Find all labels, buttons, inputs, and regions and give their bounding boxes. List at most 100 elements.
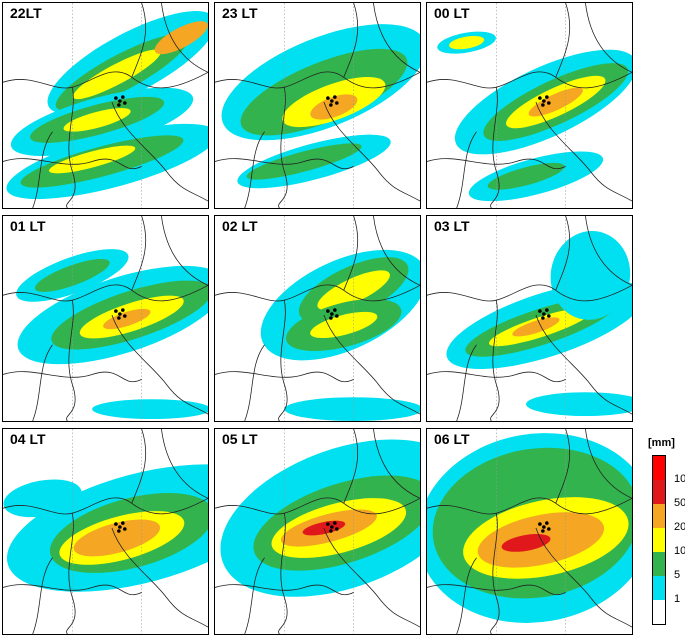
border-line xyxy=(427,584,566,596)
border-line xyxy=(3,584,142,596)
map-panel: 02 LT xyxy=(214,215,421,422)
map-panel: 00 LT xyxy=(426,2,633,209)
border-line xyxy=(585,429,632,499)
city-marker xyxy=(326,95,339,107)
panel-time-label: 06 LT xyxy=(431,431,473,448)
border-line xyxy=(456,131,477,208)
colorbar-segment xyxy=(653,576,665,600)
border-line xyxy=(215,71,420,89)
colorbar-segment xyxy=(653,552,665,576)
colorbar-segment xyxy=(653,504,665,528)
border-line xyxy=(215,284,420,302)
border-line xyxy=(244,557,265,634)
colorbar-segment xyxy=(653,480,665,504)
precipitation-map xyxy=(215,3,420,208)
border-line xyxy=(373,429,420,499)
colorbar-segment xyxy=(653,456,665,480)
border-line xyxy=(373,216,420,286)
border-line xyxy=(111,314,208,415)
city-marker xyxy=(114,308,127,320)
border-line xyxy=(427,371,566,383)
colorbar-label: 50 xyxy=(674,497,685,509)
border-line xyxy=(3,158,142,170)
city-marker xyxy=(538,308,551,320)
precipitation-map xyxy=(3,429,208,634)
border-line xyxy=(585,3,632,73)
rain-band xyxy=(487,162,565,190)
border-line xyxy=(32,344,53,421)
precipitation-field xyxy=(6,11,208,200)
city-marker xyxy=(326,308,339,320)
rain-band xyxy=(501,533,551,552)
colorbar-segment xyxy=(653,528,665,552)
precipitation-field xyxy=(3,464,208,592)
precipitation-field xyxy=(427,433,632,623)
border-line xyxy=(427,284,632,302)
border-line xyxy=(585,216,632,286)
rain-band xyxy=(528,87,583,117)
colorbar-label: 5 xyxy=(674,569,681,581)
precipitation-map xyxy=(3,3,208,208)
city-marker xyxy=(114,521,127,533)
map-panel: 23 LT xyxy=(214,2,421,209)
precipitation-map xyxy=(3,216,208,421)
border-line xyxy=(3,371,142,383)
border-line xyxy=(323,314,420,415)
border-line xyxy=(535,527,632,628)
border-line xyxy=(555,3,571,78)
precipitation-field xyxy=(437,31,632,202)
precipitation-field xyxy=(260,249,420,421)
border-line xyxy=(427,71,632,89)
city-marker xyxy=(326,521,339,533)
map-panel: 06 LT xyxy=(426,428,633,635)
border-line xyxy=(490,300,500,421)
rain-band xyxy=(310,311,378,339)
rain-band xyxy=(284,397,420,421)
border-line xyxy=(323,527,420,628)
border-line xyxy=(32,131,53,208)
border-line xyxy=(278,87,288,208)
border-line xyxy=(343,429,359,504)
map-panel: 01 LT xyxy=(2,215,209,422)
border-line xyxy=(215,497,420,515)
panel-time-label: 23 LT xyxy=(219,5,261,22)
border-line xyxy=(278,513,288,634)
rain-band xyxy=(310,94,358,120)
city-marker xyxy=(538,521,551,533)
precipitation-field xyxy=(446,230,632,417)
rain-band xyxy=(512,317,560,337)
border-line xyxy=(32,557,53,634)
map-panel: 03 LT xyxy=(426,215,633,422)
border-line xyxy=(66,300,76,421)
border-line xyxy=(131,216,147,291)
rain-band xyxy=(92,399,208,420)
rain-band xyxy=(3,479,82,518)
border-line xyxy=(111,527,208,628)
precipitation-map xyxy=(427,3,632,208)
border-line xyxy=(131,429,147,504)
border-line xyxy=(3,284,208,302)
border-line xyxy=(244,344,265,421)
map-panel: 04 LT xyxy=(2,428,209,635)
precipitation-field xyxy=(221,24,420,189)
border-line xyxy=(3,497,208,515)
border-line xyxy=(456,344,477,421)
rain-band xyxy=(72,49,161,100)
border-line xyxy=(343,3,359,78)
panel-time-label: 04 LT xyxy=(7,431,49,448)
map-panel: 05 LT xyxy=(214,428,421,635)
map-panel: 22LT xyxy=(2,2,209,209)
rain-band xyxy=(526,392,632,417)
rain-band xyxy=(154,21,208,55)
border-line xyxy=(323,101,420,202)
border-line xyxy=(66,513,76,634)
precipitation-map xyxy=(215,216,420,421)
colorbar-label: 1 xyxy=(674,593,681,605)
city-marker xyxy=(538,95,551,107)
border-line xyxy=(535,101,632,202)
border-line xyxy=(66,87,76,208)
border-line xyxy=(161,429,208,499)
border-line xyxy=(3,71,208,89)
border-line xyxy=(427,497,632,515)
precipitation-map xyxy=(427,429,632,634)
